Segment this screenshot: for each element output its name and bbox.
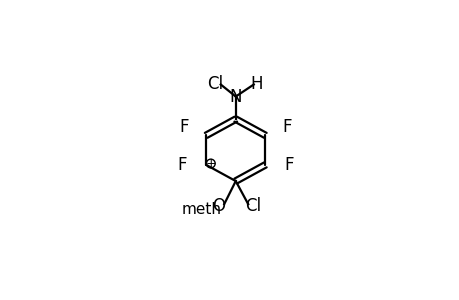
- Text: F: F: [284, 156, 293, 174]
- Text: F: F: [282, 118, 291, 136]
- Text: +: +: [205, 157, 216, 170]
- Text: meth: meth: [181, 202, 221, 217]
- Text: Cl: Cl: [207, 75, 223, 93]
- Text: Cl: Cl: [244, 197, 260, 215]
- Text: O: O: [212, 197, 224, 215]
- Text: N: N: [229, 88, 241, 106]
- Text: F: F: [178, 156, 187, 174]
- Text: H: H: [250, 75, 262, 93]
- Text: F: F: [179, 118, 189, 136]
